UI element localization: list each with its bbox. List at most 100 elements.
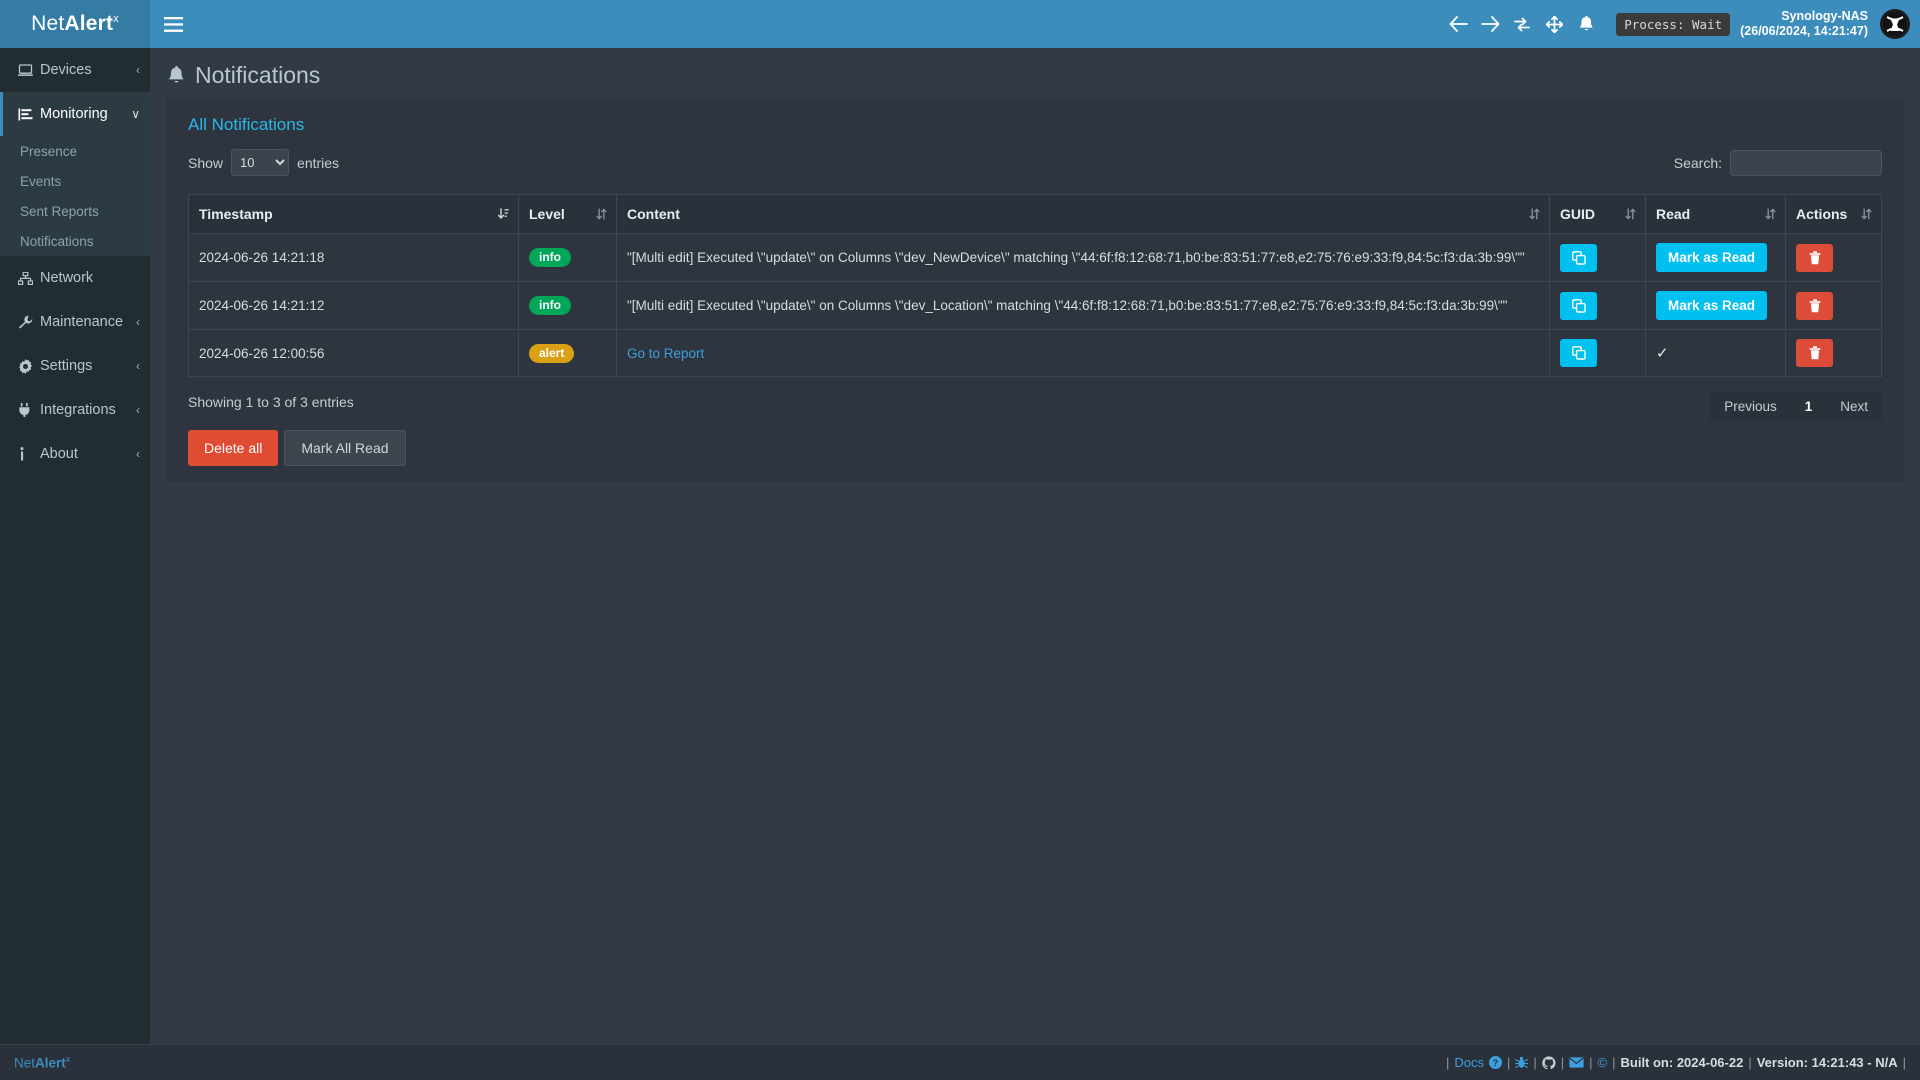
chevron-left-icon: ‹ [136,315,140,329]
footer-brand-part2: Alert [35,1055,66,1071]
footer-separator: | [1748,1055,1752,1070]
copy-guid-button[interactable] [1560,291,1597,320]
sidebar-item-label: Settings [40,358,93,374]
column-header-actions[interactable]: Actions [1785,194,1882,234]
sort-desc-icon [498,208,509,220]
sidebar-item-integrations[interactable]: Integrations ‹ [0,388,150,432]
avatar[interactable] [1880,9,1910,39]
cell-timestamp: 2024-06-26 14:21:18 [188,233,519,282]
logo-text-part1: Net [31,12,65,35]
cell-level: alert [518,329,617,377]
search-input[interactable] [1730,149,1882,176]
sidebar-item-about[interactable]: About ‹ [0,432,150,476]
mark-all-read-button[interactable]: Mark All Read [284,430,406,466]
column-header-guid[interactable]: GUID [1549,194,1646,234]
version-text: Version: 14:21:43 - N/A [1756,1055,1898,1070]
refresh-icon[interactable] [1506,0,1538,48]
column-header-timestamp[interactable]: Timestamp [188,194,519,234]
sidebar-item-sent-reports[interactable]: Sent Reports [20,203,99,219]
chevron-left-icon: ‹ [136,359,140,373]
delete-row-button[interactable] [1796,291,1833,320]
table-row: 2024-06-26 14:21:12 info "[Multi edit] E… [188,281,1882,330]
cell-timestamp: 2024-06-26 12:00:56 [188,329,519,377]
page-length-select[interactable]: 10 [231,149,290,176]
delete-all-button[interactable]: Delete all [188,430,279,466]
built-on-text: Built on: 2024-06-22 [1620,1055,1744,1070]
sidebar-item-network[interactable]: Network [0,256,150,300]
move-icon[interactable] [1538,0,1570,48]
copy-guid-button[interactable] [1560,339,1597,367]
column-label: GUID [1560,206,1595,222]
sidebar-submenu-monitoring: Presence Events Sent Reports Notificatio… [0,136,150,256]
bulk-action-row: Delete all Mark All Read [188,430,406,466]
footer-brand[interactable]: NetAlertx [0,1054,70,1071]
cell-content: Go to Report [616,329,1550,377]
delete-row-button[interactable] [1796,243,1833,272]
read-check-icon: ✓ [1656,345,1669,362]
sidebar-item-notifications[interactable]: Notifications [20,233,94,249]
mark-as-read-button[interactable]: Mark as Read [1656,243,1768,272]
datatable-footer: Showing 1 to 3 of 3 entries Delete all M… [188,391,1882,466]
app-logo[interactable]: NetAlertx [0,0,150,48]
panel-body: Show 10 entries Search: [166,135,1904,482]
entries-label: entries [297,154,340,171]
cell-actions [1785,281,1882,330]
device-time: (26/06/2024, 14:21:47) [1740,24,1868,38]
sidebar-item-settings[interactable]: Settings ‹ [0,344,150,388]
column-header-read[interactable]: Read [1645,194,1786,234]
bug-icon[interactable] [1515,1056,1529,1069]
gear-icon [18,358,40,374]
sidebar-item-devices[interactable]: Devices ‹ [0,48,150,92]
footer-separator: | [1445,1055,1450,1070]
sitemap-icon [18,271,40,285]
sidebar-item-presence[interactable]: Presence [20,143,78,159]
sidebar-item-label: Devices [40,62,92,78]
cell-timestamp: 2024-06-26 14:21:12 [188,281,519,330]
cell-guid [1549,329,1646,377]
column-header-content[interactable]: Content [616,194,1550,234]
footer-separator: | [1506,1055,1511,1070]
info-icon [18,447,40,461]
cell-content: "[Multi edit] Executed \"update\" on Col… [616,281,1550,330]
page-title: Notifications [150,48,1920,99]
pagination: Previous 1 Next [1710,391,1882,422]
forward-arrow-icon[interactable] [1474,0,1506,48]
pagination-previous[interactable]: Previous [1724,399,1777,414]
footer-brand-part1: Net [14,1055,36,1071]
bell-icon[interactable] [1570,0,1602,48]
mark-as-read-button[interactable]: Mark as Read [1656,291,1768,320]
sidebar-spacer [0,476,150,1044]
github-icon[interactable] [1541,1055,1556,1070]
sidebar-item-maintenance[interactable]: Maintenance ‹ [0,300,150,344]
sidebar-item-label: Monitoring [40,106,108,122]
sidebar-item-monitoring[interactable]: Monitoring ∨ [0,92,150,136]
column-header-level[interactable]: Level [518,194,617,234]
cell-level: info [518,281,617,330]
table-header-row: Timestamp Level [188,194,1882,234]
pagination-next[interactable]: Next [1840,399,1868,414]
plug-icon [18,403,40,417]
sidebar-item-label: Maintenance [40,314,124,330]
pagination-page-1[interactable]: 1 [1804,399,1813,414]
docs-link[interactable]: Docs [1454,1055,1484,1070]
cell-content: "[Multi edit] Executed \"update\" on Col… [616,233,1550,282]
cell-level: info [518,233,617,282]
datatable-controls: Show 10 entries Search: [188,149,1882,176]
cell-actions [1785,329,1882,377]
copy-guid-button[interactable] [1560,243,1597,272]
chevron-left-icon: ‹ [136,63,140,77]
sidebar-item-events[interactable]: Events [20,173,62,189]
sort-both-icon [1625,208,1636,220]
sidebar-toggle-icon[interactable] [150,0,196,48]
go-to-report-link[interactable]: Go to Report [627,345,705,361]
cell-guid [1549,281,1646,330]
delete-row-button[interactable] [1796,339,1833,367]
panel-title: All Notifications [188,115,305,134]
mail-icon[interactable] [1569,1057,1584,1068]
copyright-icon[interactable]: © [1597,1055,1608,1070]
help-circle-icon[interactable]: ? [1488,1056,1502,1069]
back-arrow-icon[interactable] [1442,0,1474,48]
wrench-icon [18,315,40,329]
chevron-left-icon: ‹ [136,447,140,461]
